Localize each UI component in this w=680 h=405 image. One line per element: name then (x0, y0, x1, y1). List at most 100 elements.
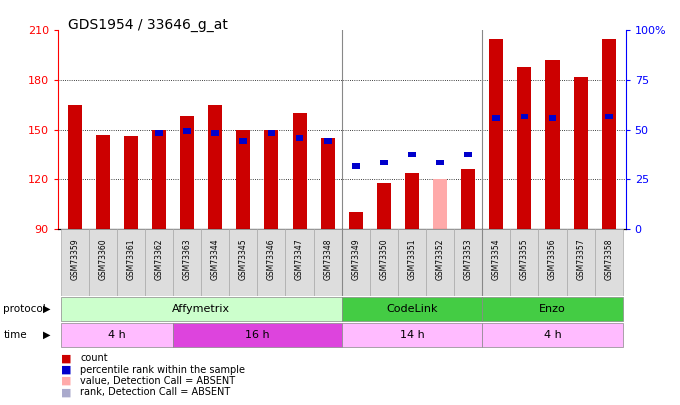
Bar (517, 67, 532, 229)
FancyBboxPatch shape (61, 297, 341, 321)
Text: GSM73356: GSM73356 (548, 239, 557, 281)
Bar (549, 115, 556, 121)
FancyBboxPatch shape (229, 229, 257, 296)
FancyBboxPatch shape (61, 229, 88, 296)
Text: GSM73359: GSM73359 (70, 239, 79, 281)
FancyBboxPatch shape (341, 297, 482, 321)
Text: GSM73358: GSM73358 (605, 239, 613, 280)
Text: 4 h: 4 h (108, 330, 126, 340)
Text: GSM73352: GSM73352 (436, 239, 445, 280)
FancyBboxPatch shape (173, 229, 201, 296)
Text: value, Detection Call = ABSENT: value, Detection Call = ABSENT (80, 376, 235, 386)
FancyBboxPatch shape (341, 229, 370, 296)
FancyBboxPatch shape (173, 323, 341, 347)
Bar (296, 135, 303, 141)
Text: ■: ■ (61, 365, 71, 375)
Bar (124, 136, 138, 229)
Bar (492, 115, 500, 121)
Text: GSM73347: GSM73347 (295, 239, 304, 281)
Text: GSM73344: GSM73344 (211, 239, 220, 281)
Bar (152, 130, 166, 229)
Text: ■: ■ (61, 388, 71, 397)
Bar (408, 151, 416, 157)
Text: ■: ■ (61, 354, 71, 363)
Bar (545, 60, 560, 229)
FancyBboxPatch shape (454, 229, 482, 296)
FancyBboxPatch shape (117, 229, 145, 296)
Bar (211, 130, 219, 136)
Text: GSM73346: GSM73346 (267, 239, 276, 281)
Text: GSM73355: GSM73355 (520, 239, 529, 281)
Text: GSM73361: GSM73361 (126, 239, 135, 280)
FancyBboxPatch shape (566, 229, 595, 296)
FancyBboxPatch shape (257, 229, 286, 296)
Text: GSM73363: GSM73363 (183, 239, 192, 281)
FancyBboxPatch shape (313, 229, 341, 296)
Bar (208, 105, 222, 229)
Text: protocol: protocol (3, 304, 46, 313)
Bar (521, 113, 528, 119)
Text: GSM73357: GSM73357 (576, 239, 585, 281)
Text: GSM73348: GSM73348 (323, 239, 332, 280)
Text: ■: ■ (61, 376, 71, 386)
FancyBboxPatch shape (61, 323, 173, 347)
Text: 16 h: 16 h (245, 330, 270, 340)
Text: GSM73360: GSM73360 (99, 239, 107, 281)
FancyBboxPatch shape (426, 229, 454, 296)
Bar (265, 130, 278, 229)
Bar (433, 179, 447, 229)
FancyBboxPatch shape (482, 323, 623, 347)
Text: GSM73354: GSM73354 (492, 239, 500, 281)
Text: 4 h: 4 h (543, 330, 562, 340)
Text: Affymetrix: Affymetrix (172, 304, 231, 314)
FancyBboxPatch shape (341, 323, 482, 347)
FancyBboxPatch shape (286, 229, 313, 296)
Text: rank, Detection Call = ABSENT: rank, Detection Call = ABSENT (80, 388, 231, 397)
Bar (602, 38, 616, 229)
Bar (490, 38, 503, 229)
FancyBboxPatch shape (145, 229, 173, 296)
FancyBboxPatch shape (539, 229, 566, 296)
Bar (324, 139, 332, 144)
Text: 14 h: 14 h (400, 330, 424, 340)
Text: Enzo: Enzo (539, 304, 566, 314)
Bar (183, 128, 191, 134)
Bar (320, 138, 335, 229)
Bar (96, 134, 109, 229)
Bar (464, 151, 472, 157)
Text: GSM73345: GSM73345 (239, 239, 248, 281)
Bar (267, 130, 275, 136)
Bar (380, 160, 388, 166)
Text: GDS1954 / 33646_g_at: GDS1954 / 33646_g_at (68, 18, 228, 32)
FancyBboxPatch shape (511, 229, 539, 296)
Text: time: time (3, 330, 27, 340)
Bar (377, 183, 391, 229)
Text: count: count (80, 354, 108, 363)
Bar (180, 116, 194, 229)
Text: GSM73350: GSM73350 (379, 239, 388, 281)
Text: CodeLink: CodeLink (386, 304, 438, 314)
Bar (349, 212, 363, 229)
Text: GSM73362: GSM73362 (154, 239, 163, 280)
FancyBboxPatch shape (482, 297, 623, 321)
Bar (405, 173, 419, 229)
FancyBboxPatch shape (201, 229, 229, 296)
Bar (155, 130, 163, 136)
Text: ▶: ▶ (43, 330, 50, 340)
Bar (67, 105, 82, 229)
FancyBboxPatch shape (88, 229, 117, 296)
Bar (292, 113, 307, 229)
Bar (352, 163, 360, 169)
Text: GSM73349: GSM73349 (352, 239, 360, 281)
FancyBboxPatch shape (482, 229, 511, 296)
Bar (574, 77, 588, 229)
Text: ▶: ▶ (43, 304, 50, 313)
Text: GSM73351: GSM73351 (407, 239, 416, 280)
Bar (436, 160, 444, 166)
FancyBboxPatch shape (370, 229, 398, 296)
Text: percentile rank within the sample: percentile rank within the sample (80, 365, 245, 375)
Text: GSM73353: GSM73353 (464, 239, 473, 281)
FancyBboxPatch shape (595, 229, 623, 296)
Bar (236, 130, 250, 229)
Bar (461, 169, 475, 229)
